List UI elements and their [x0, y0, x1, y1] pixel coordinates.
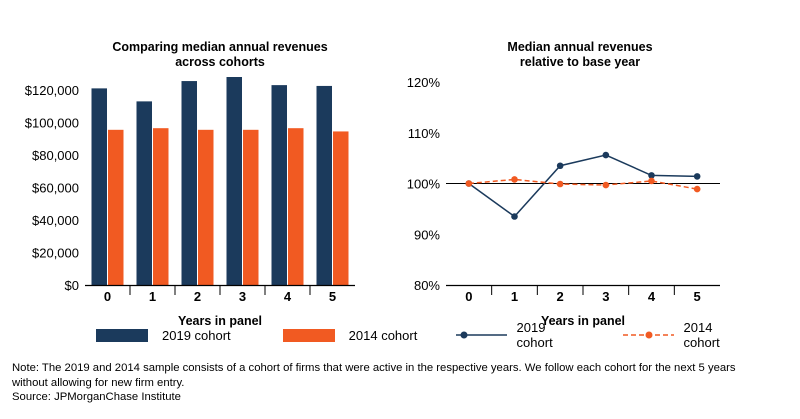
legend-line-marker-2014	[623, 331, 674, 339]
x-tick-label: 3	[602, 289, 609, 304]
right-chart-title-line-2: relative to base year	[519, 55, 641, 69]
x-axis-title: Years in panel	[541, 314, 625, 328]
x-tick-label: 1	[149, 289, 156, 304]
legend-item-2019-cohort: 2019 cohort	[96, 328, 231, 343]
legend-label-2019: 2019 cohort	[162, 327, 231, 343]
left-chart-title: Comparing median annual revenues across …	[60, 40, 380, 70]
series-line-2019-cohort	[468, 154, 698, 218]
note-line-2: without allowing for new firm entry.	[12, 376, 185, 389]
bar-2014-cohort	[153, 128, 169, 285]
bar-2019-cohort	[91, 88, 107, 285]
bar-2019-cohort	[316, 85, 332, 285]
y-tick-label: $80,000	[32, 148, 79, 163]
y-tick-label: 90%	[414, 227, 440, 242]
legend-line-label-2014: 2014 cohort	[683, 320, 720, 350]
legend-swatch-2014	[282, 328, 335, 342]
y-tick-label: 120%	[407, 75, 441, 90]
left-chart-title-line-2: across cohorts	[175, 55, 265, 69]
bar-2014-cohort	[288, 128, 304, 285]
left-chart-legend: 2019 cohort 2014 cohort	[96, 325, 469, 345]
bar-2019-cohort	[226, 77, 242, 285]
series-line-2014-cohort	[468, 178, 698, 190]
point-2019-cohort	[556, 162, 564, 170]
legend-item-2014-cohort: 2014 cohort	[282, 327, 418, 343]
point-2014-cohort	[693, 185, 701, 193]
y-tick-label: $0	[65, 278, 79, 293]
y-tick-label: $120,000	[25, 83, 79, 98]
legend-line-label-2019: 2019 cohort	[516, 320, 553, 350]
legend-item-2014-line: 2014 cohort	[621, 320, 748, 350]
x-tick-label: 1	[511, 289, 518, 304]
bar-2019-cohort	[181, 81, 197, 285]
x-axis-title: Years in panel	[178, 314, 262, 328]
y-tick-label: $100,000	[25, 116, 79, 131]
legend-item-2019-line: 2019 cohort	[454, 320, 581, 350]
note-line-1: Note: The 2019 and 2014 sample consists …	[12, 362, 736, 374]
point-2019-cohort	[511, 213, 518, 220]
x-tick-label: 0	[104, 289, 111, 304]
bar-2014-cohort	[243, 129, 259, 285]
left-chart-title-line-1: Comparing median annual revenues	[112, 40, 328, 54]
y-tick-label: 80%	[414, 278, 440, 293]
y-tick-label: 100%	[407, 177, 441, 192]
bar-2014-cohort	[198, 129, 214, 285]
x-tick-label: 5	[329, 289, 336, 304]
point-2019-cohort	[693, 173, 701, 180]
x-tick-label: 4	[648, 289, 656, 304]
point-2014-cohort	[511, 176, 518, 183]
chart-note: Note: The 2019 and 2014 sample consists …	[12, 361, 792, 405]
bar-2019-cohort	[136, 101, 152, 285]
point-2019-cohort	[602, 151, 610, 159]
right-chart-title-line-1: Median annual revenues	[507, 40, 653, 54]
legend-label-2014: 2014 cohort	[348, 327, 418, 343]
point-2014-cohort	[465, 180, 473, 187]
x-tick-label: 3	[239, 289, 246, 304]
y-tick-label: 110%	[408, 126, 441, 141]
x-tick-label: 2	[194, 289, 201, 304]
right-chart-legend: 2019 cohort 2014 cohort	[454, 320, 800, 350]
y-tick-label: $40,000	[32, 213, 79, 228]
bar-2014-cohort	[333, 131, 349, 285]
bar-2019-cohort	[271, 85, 287, 285]
y-tick-label: $60,000	[32, 181, 79, 196]
point-2014-cohort	[648, 177, 655, 185]
x-tick-label: 2	[557, 289, 564, 304]
right-chart-title: Median annual revenues relative to base …	[445, 40, 715, 70]
bar-2014-cohort	[108, 129, 124, 285]
point-2019-cohort	[648, 172, 655, 179]
y-tick-label: $20,000	[32, 246, 79, 261]
x-tick-label: 5	[694, 289, 701, 304]
x-tick-label: 4	[284, 289, 292, 304]
point-2014-cohort	[556, 180, 564, 188]
note-source: Source: JPMorganChase Institute	[12, 391, 181, 403]
point-2014-cohort	[602, 181, 610, 189]
legend-line-marker-2019	[456, 331, 507, 339]
x-tick-label: 0	[465, 289, 472, 304]
legend-swatch-2019	[96, 328, 148, 342]
